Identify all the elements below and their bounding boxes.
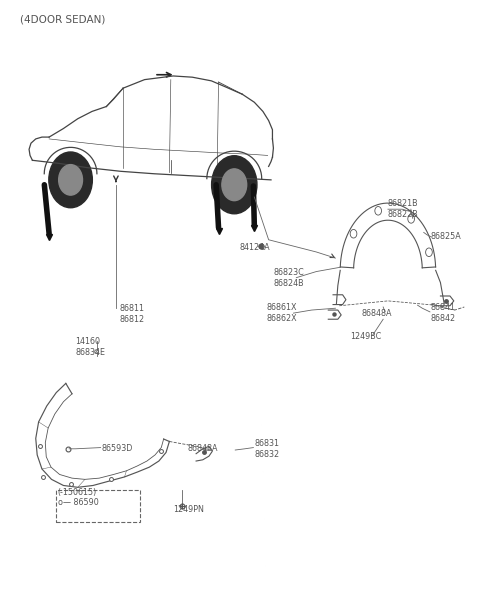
Circle shape [59, 165, 83, 195]
Circle shape [212, 156, 257, 214]
Bar [56, 491, 140, 522]
Text: 86593D: 86593D [102, 445, 133, 453]
Text: 86831
86832: 86831 86832 [254, 439, 279, 459]
Text: 86811
86812: 86811 86812 [120, 305, 145, 324]
Text: 86821B
86822B: 86821B 86822B [388, 200, 419, 219]
Text: (-150615): (-150615) [58, 488, 97, 497]
Text: 86841
86842: 86841 86842 [431, 303, 456, 323]
Text: 86825A: 86825A [431, 232, 462, 241]
Text: 14160
86834E: 14160 86834E [75, 337, 105, 357]
Text: 86848A: 86848A [188, 445, 218, 453]
Text: 84124A: 84124A [240, 243, 271, 252]
Text: 86861X
86862X: 86861X 86862X [266, 303, 297, 323]
Text: 86823C
86824B: 86823C 86824B [274, 268, 304, 287]
Text: o— 86590: o— 86590 [58, 498, 98, 507]
Text: 1249BC: 1249BC [350, 332, 381, 341]
Circle shape [49, 152, 92, 208]
Circle shape [222, 169, 247, 201]
Text: 1249PN: 1249PN [173, 505, 204, 515]
Text: 86848A: 86848A [362, 309, 392, 317]
Text: (4DOOR SEDAN): (4DOOR SEDAN) [21, 15, 106, 25]
